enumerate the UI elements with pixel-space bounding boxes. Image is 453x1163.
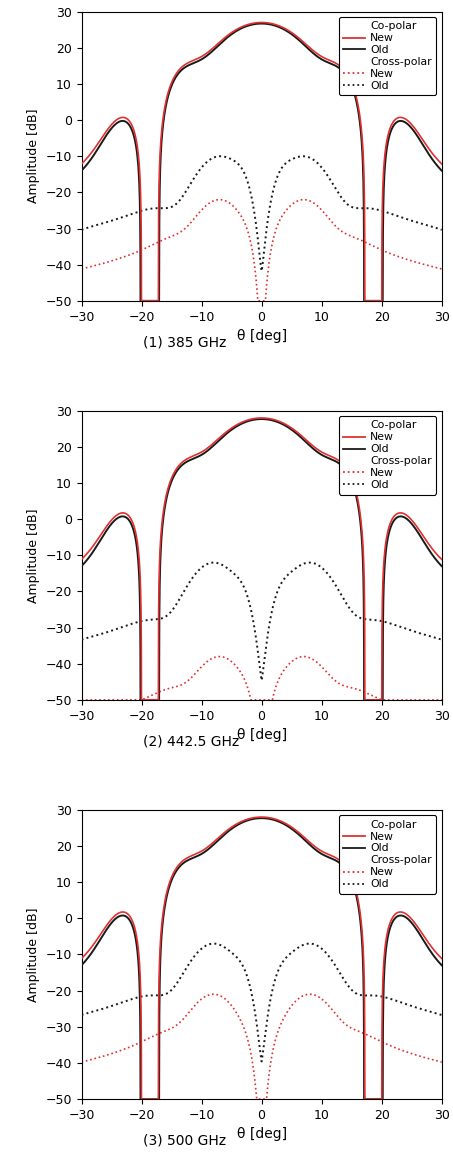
X-axis label: θ [deg]: θ [deg] — [236, 329, 287, 343]
Legend: Co-polar, New, Old, Cross-polar, New, Old: Co-polar, New, Old, Cross-polar, New, Ol… — [339, 416, 436, 494]
Y-axis label: Amplitude [dB]: Amplitude [dB] — [27, 907, 40, 1001]
X-axis label: θ [deg]: θ [deg] — [236, 1127, 287, 1141]
Text: (3) 500 GHz: (3) 500 GHz — [143, 1134, 226, 1148]
Y-axis label: Amplitude [dB]: Amplitude [dB] — [27, 508, 40, 602]
Text: (1) 385 GHz: (1) 385 GHz — [143, 336, 226, 350]
X-axis label: θ [deg]: θ [deg] — [236, 728, 287, 742]
Text: (2) 442.5 GHz: (2) 442.5 GHz — [143, 735, 239, 749]
Y-axis label: Amplitude [dB]: Amplitude [dB] — [27, 109, 40, 204]
Legend: Co-polar, New, Old, Cross-polar, New, Old: Co-polar, New, Old, Cross-polar, New, Ol… — [339, 17, 436, 95]
Legend: Co-polar, New, Old, Cross-polar, New, Old: Co-polar, New, Old, Cross-polar, New, Ol… — [339, 815, 436, 893]
